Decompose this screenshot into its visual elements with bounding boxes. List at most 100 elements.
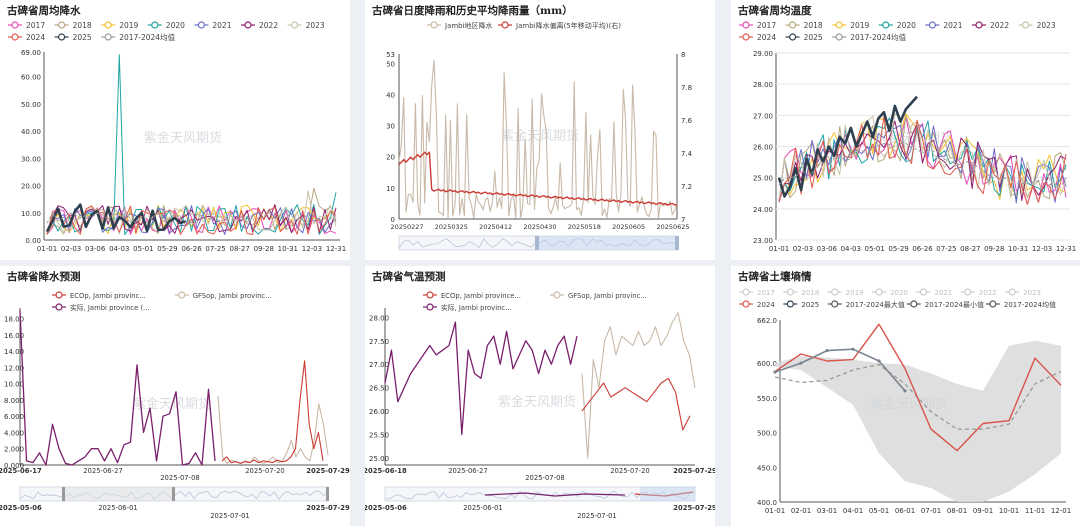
weekly-precipitation-chart: 2017 2018 2019 2020 2021 2022 2023 2024 2025 2017… (8, 21, 346, 253)
weekly-temperature-chart: 2017 2018 2019 2020 2021 2022 2023 2024 2025 2017… (739, 21, 1076, 253)
zoom-tick-label: 2025-05-06 (0, 504, 42, 512)
y-tick-label: 28.00 (753, 81, 773, 89)
legend-label: 2020 (166, 21, 185, 30)
legend-label: 2022 (259, 21, 278, 30)
y-tick-label: 25.00 (753, 175, 773, 183)
legend-marker (430, 21, 438, 29)
legend-label: 2019 (850, 21, 869, 30)
legend-label: 2018 (801, 289, 819, 297)
legend-marker (835, 33, 843, 41)
y-tick-label: 27.00 (753, 112, 773, 120)
precipitation-forecast-chart: ECOp, Jambi provinc... GFSop, Jambi provi… (0, 291, 350, 520)
legend-marker (11, 21, 19, 29)
legend-marker (426, 303, 434, 311)
legend-label: Jambi降水偏离(5年移动平均)(右) (515, 21, 621, 30)
y-tick-label: 6.000 (4, 413, 24, 421)
x-tick-label: 02-03 (61, 245, 81, 253)
watermark: 紫金天风期货 (144, 130, 222, 146)
y-left-tick-label: 40 (386, 91, 395, 99)
zoom-tick-label: 2025-07-01 (577, 512, 617, 520)
y-tick-label: 50.00 (21, 101, 41, 109)
y-tick-label: 40.00 (21, 128, 41, 136)
y-right-tick-label: 7 (681, 216, 685, 224)
series-line-2025 (45, 203, 187, 233)
legend-label: 2024 (757, 301, 775, 309)
series-line-mean (46, 212, 337, 224)
y-tick-label: 29.00 (753, 50, 773, 58)
legend-marker (786, 300, 794, 308)
y-tick-label: 18.00 (4, 316, 24, 324)
legend-label: 2022 (990, 21, 1009, 30)
y-tick-label: 16.00 (4, 332, 24, 340)
y-tick-label: 550.0 (757, 395, 777, 403)
legend-marker (919, 288, 928, 296)
x-tick-label: 04-03 (109, 245, 129, 253)
x-tick-label: 06-01 (895, 507, 915, 515)
y-tick-label: 26.00 (369, 408, 389, 416)
legend-label: 实际, Jambi province (... (70, 303, 150, 312)
x-tick-label: 05-01 (869, 507, 889, 515)
zoom-slider-handle-mid (172, 487, 175, 501)
zoom-tick-label: 2025-06-01 (463, 504, 503, 512)
legend-marker (788, 21, 797, 29)
watermark: 紫金天风期货 (870, 396, 948, 412)
zoom-slider-forecast-preview (634, 491, 694, 497)
x-tick-label: 10-31 (1008, 245, 1028, 253)
temperature-forecast-panel: 古碑省气温预测 ECOp, Jambi province... GFSop, Ja… (365, 266, 715, 526)
x-tick-label: 20250227 (390, 223, 423, 231)
series-point-2025 (851, 347, 855, 351)
y-tick-label: 10.00 (4, 381, 24, 389)
legend-label: 实际, Jambi provinc... (441, 303, 512, 312)
x-tick-label: 20250605 (612, 223, 645, 231)
y-tick-label: 14.00 (4, 348, 24, 356)
y-tick-label: 28.00 (369, 314, 389, 322)
x-tick-label: 12-31 (326, 245, 346, 253)
legend-label: 2019 (119, 21, 138, 30)
y-tick-label: 0.00 (25, 237, 41, 245)
series-line-2024 (46, 205, 337, 235)
legend-marker (875, 288, 883, 296)
legend-marker (1022, 21, 1030, 29)
soil-moisture-chart: 2017 2018 2019 2020 2021 2022 2023 2024 2025 2017… (739, 288, 1071, 515)
x-tick-label: 2025-06-17 (0, 467, 42, 475)
legend-marker (786, 288, 794, 296)
x-tick-label: 05-29 (157, 245, 177, 253)
series-line-2024 (774, 323, 1062, 452)
x-tick-label: 10-31 (278, 245, 298, 253)
legend-label: 2022 (979, 289, 997, 297)
legend-marker (910, 300, 918, 308)
legend-marker (831, 300, 839, 308)
ecmwf-series-line (221, 360, 324, 464)
legend-marker (742, 33, 750, 41)
y-tick-label: 27.00 (369, 361, 389, 369)
y-tick-label: 26.50 (369, 385, 389, 393)
legend-label: 2017 (757, 21, 776, 30)
x-tick-label: 2025-07-08 (525, 474, 565, 482)
zoom-tick-label: 2025-07-29 (673, 504, 715, 512)
y-right-tick-label: 7.4 (681, 150, 693, 158)
legend-marker (964, 288, 972, 296)
x-tick-label: 2025-07-20 (610, 467, 650, 475)
legend-label: 2021 (212, 21, 231, 30)
x-tick-label: 07-01 (921, 507, 941, 515)
y-tick-label: 10.00 (21, 210, 41, 218)
legend-label: 2021 (934, 289, 952, 297)
x-tick-label: 05-01 (864, 245, 884, 253)
legend-marker (742, 288, 750, 296)
legend-label: 2025 (804, 33, 823, 42)
legend-marker (11, 33, 19, 41)
x-tick-label: 08-27 (229, 245, 249, 253)
y-tick-label: 8.000 (4, 397, 24, 405)
zoom-slider-window (537, 236, 677, 250)
legend-marker (1008, 288, 1016, 296)
x-tick-label: 20250518 (568, 223, 601, 231)
legend-label: 2018 (73, 21, 92, 30)
y-tick-label: 24.00 (753, 206, 773, 214)
legend-marker (553, 291, 561, 299)
y-left-tick-label: 53 (386, 51, 395, 59)
y-tick-label: 450.0 (757, 464, 777, 472)
x-tick-label: 20250430 (523, 223, 556, 231)
x-tick-label: 11-01 (1025, 507, 1045, 515)
legend-label: ECOp, Jambi province... (441, 292, 521, 300)
zoom-tick-label: 2025-07-01 (210, 512, 250, 520)
